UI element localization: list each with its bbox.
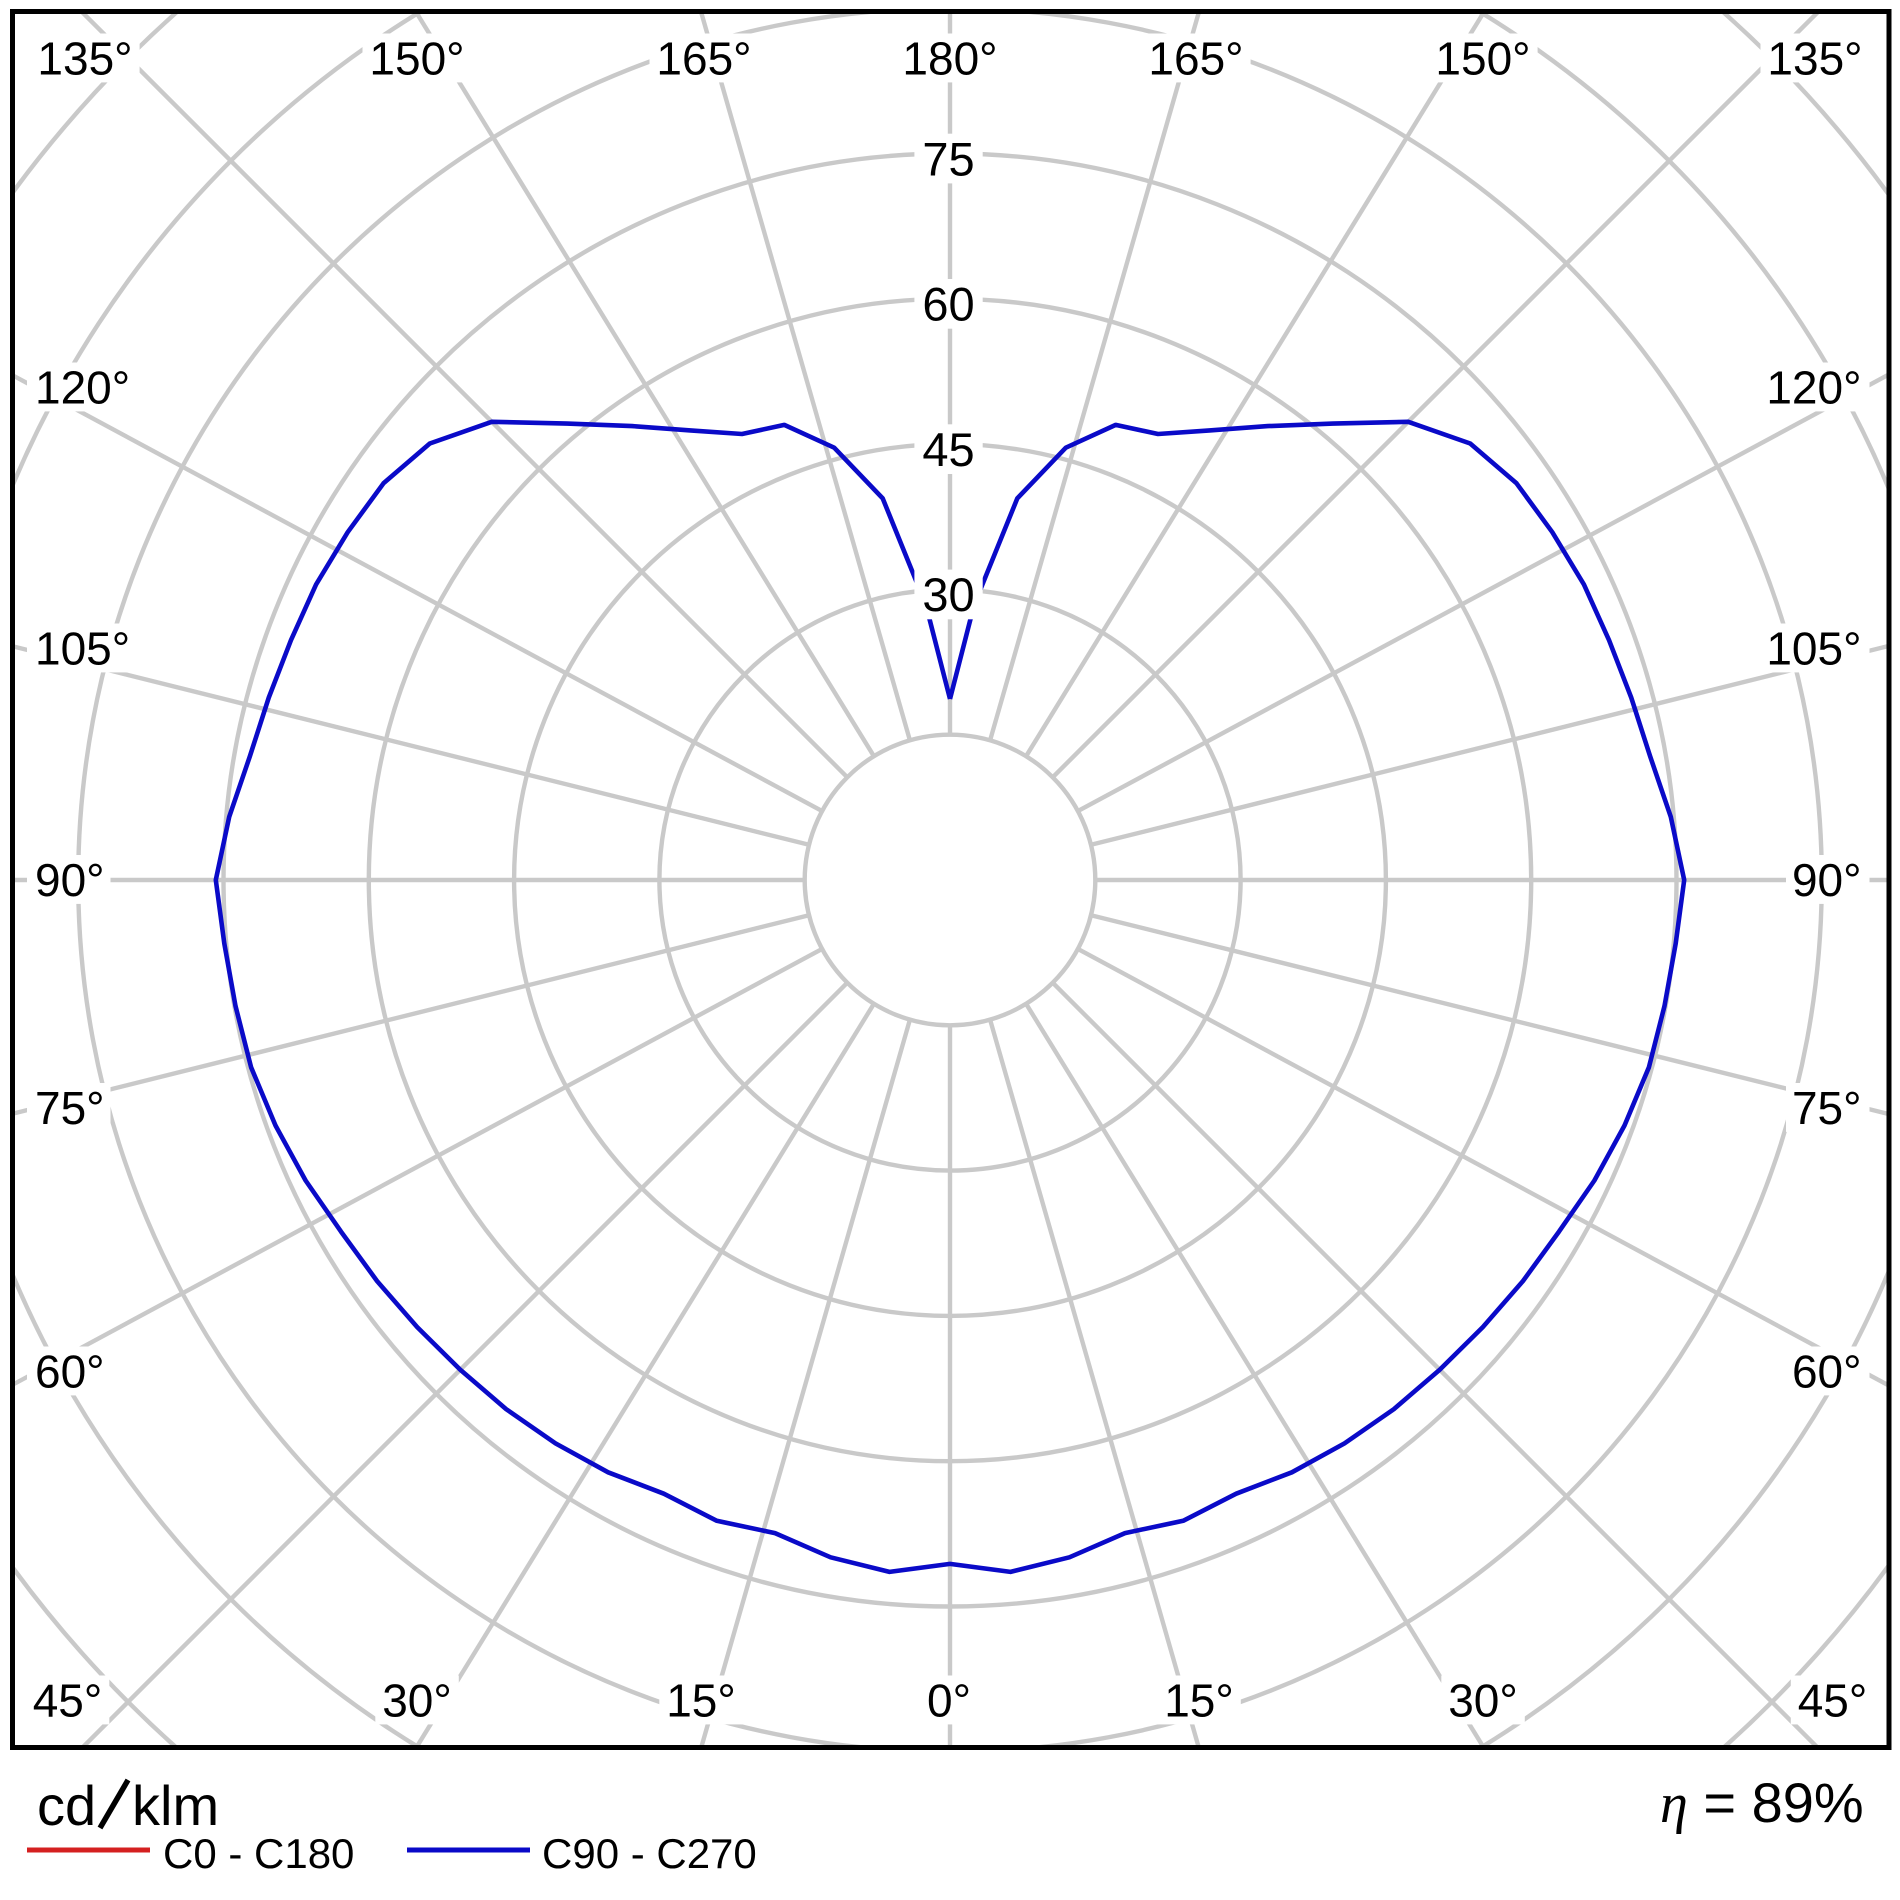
svg-text:15°: 15°	[1164, 1675, 1234, 1727]
svg-text:165°: 165°	[656, 33, 751, 85]
svg-text:120°: 120°	[35, 362, 130, 414]
svg-text:C0 - C180: C0 - C180	[163, 1830, 354, 1877]
svg-text:45°: 45°	[33, 1675, 103, 1727]
svg-text:135°: 135°	[1767, 33, 1862, 85]
svg-text:0°: 0°	[927, 1675, 971, 1727]
svg-text:60°: 60°	[35, 1346, 105, 1398]
svg-text:C90 - C270: C90 - C270	[542, 1830, 757, 1877]
svg-text:90°: 90°	[35, 854, 105, 906]
svg-text:75°: 75°	[1792, 1082, 1862, 1134]
svg-text:30: 30	[922, 568, 974, 621]
svg-text:klm: klm	[132, 1774, 219, 1837]
svg-text:45: 45	[922, 423, 974, 476]
svg-text:15°: 15°	[666, 1675, 736, 1727]
svg-text:165°: 165°	[1148, 33, 1243, 85]
svg-text:90°: 90°	[1792, 854, 1862, 906]
svg-text:105°: 105°	[1766, 623, 1861, 675]
svg-text:135°: 135°	[37, 33, 132, 85]
svg-text:105°: 105°	[35, 623, 130, 675]
svg-text:η = 89%: η = 89%	[1660, 1771, 1864, 1835]
svg-text:cd: cd	[37, 1774, 96, 1837]
svg-text:180°: 180°	[902, 33, 997, 85]
svg-text:60: 60	[922, 278, 974, 331]
svg-text:45°: 45°	[1798, 1675, 1868, 1727]
svg-text:120°: 120°	[1766, 362, 1861, 414]
svg-text:150°: 150°	[369, 33, 464, 85]
svg-text:30°: 30°	[1448, 1675, 1518, 1727]
svg-text:30°: 30°	[382, 1675, 452, 1727]
svg-text:150°: 150°	[1435, 33, 1530, 85]
svg-text:60°: 60°	[1792, 1346, 1862, 1398]
svg-text:75°: 75°	[35, 1082, 105, 1134]
svg-text:75: 75	[922, 132, 974, 185]
